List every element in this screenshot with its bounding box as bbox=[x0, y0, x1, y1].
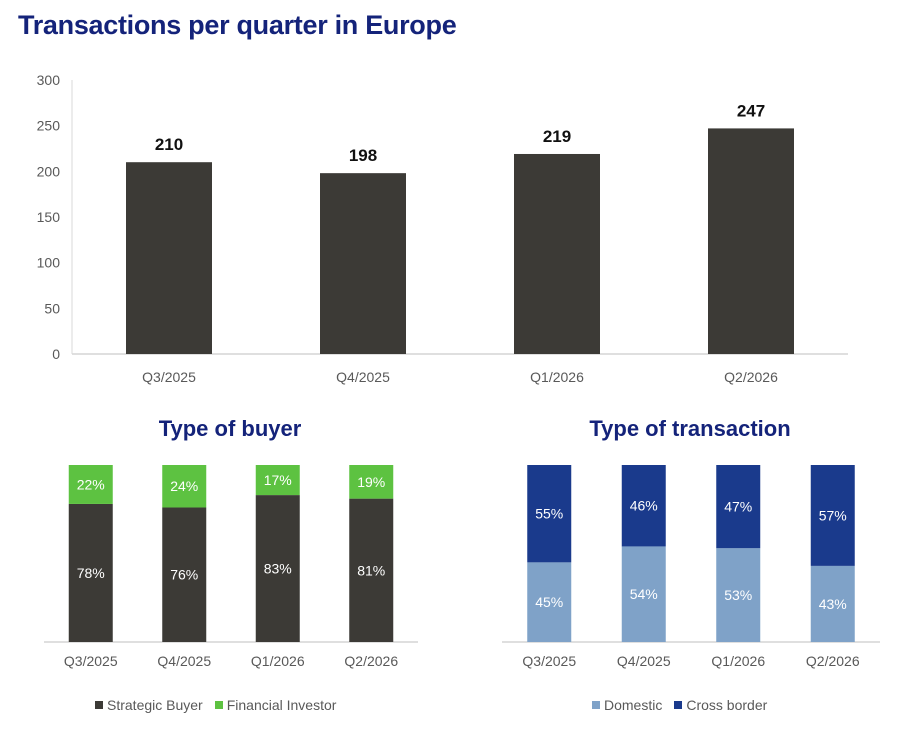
bar-segment bbox=[68, 465, 113, 504]
bar-segment bbox=[527, 465, 572, 563]
segment-label: 17% bbox=[264, 472, 292, 488]
x-tick-label: Q3/2025 bbox=[142, 369, 196, 385]
x-tick-label: Q4/2025 bbox=[336, 369, 390, 385]
legend-item: Domestic bbox=[592, 697, 662, 713]
legend-item: Financial Investor bbox=[214, 697, 337, 713]
data-label: 219 bbox=[543, 127, 571, 146]
bar-segment bbox=[255, 465, 300, 496]
segment-label: 53% bbox=[724, 587, 752, 603]
x-tick-label: Q1/2026 bbox=[530, 369, 584, 385]
segment-label: 24% bbox=[170, 478, 198, 494]
segment-label: 22% bbox=[77, 476, 105, 492]
x-tick-label: Q1/2026 bbox=[251, 653, 305, 669]
transaction-chart-title: Type of transaction bbox=[589, 416, 791, 441]
x-tick-label: Q1/2026 bbox=[711, 653, 765, 669]
bar-segment bbox=[810, 465, 855, 566]
legend-label: Financial Investor bbox=[226, 697, 337, 713]
bar-segment bbox=[162, 507, 207, 642]
x-tick-label: Q2/2026 bbox=[724, 369, 778, 385]
legend-swatch bbox=[674, 701, 683, 709]
x-tick-label: Q2/2026 bbox=[344, 653, 398, 669]
legend-label: Strategic Buyer bbox=[107, 697, 203, 713]
bar-segment bbox=[810, 565, 855, 642]
x-tick-label: Q4/2025 bbox=[617, 653, 671, 669]
legend-item: Strategic Buyer bbox=[95, 697, 203, 713]
y-tick-label: 100 bbox=[37, 255, 61, 271]
data-label: 198 bbox=[349, 146, 377, 165]
data-label: 247 bbox=[737, 101, 765, 120]
y-tick-label: 50 bbox=[44, 300, 60, 316]
bar bbox=[320, 173, 406, 354]
y-tick-label: 300 bbox=[37, 72, 61, 88]
y-tick-label: 0 bbox=[52, 346, 60, 362]
x-tick-label: Q3/2025 bbox=[522, 653, 576, 669]
legend-label: Cross border bbox=[686, 697, 768, 713]
bar bbox=[126, 162, 212, 354]
y-tick-label: 200 bbox=[37, 163, 61, 179]
main-chart-title: Transactions per quarter in Europe bbox=[18, 10, 457, 40]
transaction-legend: Domestic Cross border bbox=[592, 697, 779, 713]
bar bbox=[514, 153, 600, 354]
bar-segment bbox=[621, 546, 666, 642]
bar-segment bbox=[716, 465, 761, 549]
x-tick-label: Q3/2025 bbox=[64, 653, 118, 669]
buyer-legend: Strategic Buyer Financial Investor bbox=[95, 697, 348, 713]
segment-label: 83% bbox=[264, 561, 292, 577]
segment-label: 46% bbox=[630, 498, 658, 514]
bar-segment bbox=[621, 465, 666, 547]
bar-segment bbox=[68, 503, 113, 642]
bar-segment bbox=[349, 465, 394, 499]
segment-label: 81% bbox=[357, 562, 385, 578]
segment-label: 78% bbox=[77, 565, 105, 581]
legend-swatch bbox=[592, 701, 600, 709]
segment-label: 19% bbox=[357, 474, 385, 490]
bar-segment bbox=[349, 498, 394, 642]
y-tick-label: 150 bbox=[37, 209, 61, 225]
legend-swatch bbox=[95, 701, 103, 709]
x-tick-label: Q4/2025 bbox=[157, 653, 211, 669]
y-tick-label: 250 bbox=[37, 118, 61, 134]
legend-swatch bbox=[214, 701, 223, 709]
buyer-chart-title: Type of buyer bbox=[158, 416, 302, 441]
legend-item: Cross border bbox=[674, 697, 767, 713]
bar-segment bbox=[527, 562, 572, 642]
segment-label: 76% bbox=[170, 567, 198, 583]
segment-label: 47% bbox=[724, 499, 752, 515]
bar bbox=[708, 128, 794, 354]
legend-label: Domestic bbox=[604, 697, 663, 713]
segment-label: 54% bbox=[630, 586, 658, 602]
bar-segment bbox=[716, 548, 761, 642]
bar-segment bbox=[162, 465, 207, 508]
segment-label: 43% bbox=[819, 596, 847, 612]
bar-segment bbox=[255, 495, 300, 642]
segment-label: 45% bbox=[535, 594, 563, 610]
data-label: 210 bbox=[155, 135, 183, 154]
x-tick-label: Q2/2026 bbox=[806, 653, 860, 669]
segment-label: 57% bbox=[819, 507, 847, 523]
segment-label: 55% bbox=[535, 506, 563, 522]
